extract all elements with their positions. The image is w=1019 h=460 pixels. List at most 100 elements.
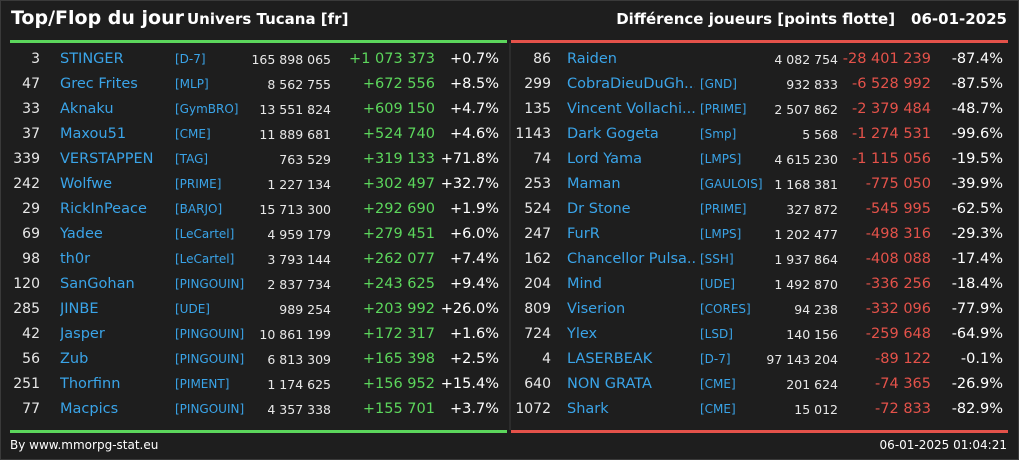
diff-cell: -72 833 xyxy=(875,401,931,417)
alliance-tag-link[interactable]: [PRIME] xyxy=(700,202,747,216)
alliance-tag-link[interactable]: [PINGOUIN] xyxy=(175,327,245,341)
percent-cell: +15.4% xyxy=(440,376,499,392)
player-name-link[interactable]: RickInPeace xyxy=(60,201,147,217)
alliance-tag-link[interactable]: [UDE] xyxy=(700,277,735,291)
rank-cell: 204 xyxy=(524,276,551,292)
percent-cell: -0.1% xyxy=(960,351,1003,367)
diff-cell: -336 256 xyxy=(865,276,931,292)
alliance-tag-link[interactable]: [LeCartel] xyxy=(175,252,235,266)
rank-cell: 3 xyxy=(31,51,40,67)
player-name-link[interactable]: Thorfinn xyxy=(60,376,121,392)
player-name-link[interactable]: FurR xyxy=(567,226,600,242)
table-row: 299 CobraDieuDuGh... [GND] 932 833 -6 528 99… xyxy=(511,72,1008,97)
player-name-link[interactable]: Shark xyxy=(567,401,609,417)
score-cell: 15 012 xyxy=(794,402,838,417)
score-cell: 1 227 134 xyxy=(267,177,331,192)
alliance-tag-link[interactable]: [PINGOUIN] xyxy=(175,352,245,366)
alliance-tag-link[interactable]: [D-7] xyxy=(700,352,731,366)
player-name-link[interactable]: Aknaku xyxy=(60,101,114,117)
percent-cell: -82.9% xyxy=(951,401,1003,417)
player-name-link[interactable]: Ylex xyxy=(567,326,598,342)
alliance-tag-link[interactable]: [D-7] xyxy=(175,52,206,66)
alliance-tag-link[interactable]: [LSD] xyxy=(700,327,733,341)
player-name-link[interactable]: Grec Frites xyxy=(60,76,138,92)
diff-cell: +524 740 xyxy=(362,126,435,142)
rank-cell: 285 xyxy=(13,301,40,317)
alliance-tag-link[interactable]: [CME] xyxy=(175,127,211,141)
alliance-tag-link[interactable]: [GAULOIS] xyxy=(700,177,763,191)
table-row: 4 LASERBEAK [D-7] 97 143 204 -89 122 -0.1% xyxy=(511,347,1008,372)
alliance-tag-link[interactable]: [PRIME] xyxy=(175,177,222,191)
alliance-tag-link[interactable]: [TAG] xyxy=(175,152,209,166)
alliance-tag-link[interactable]: [CME] xyxy=(700,402,736,416)
alliance-tag-link[interactable]: [CORES] xyxy=(700,302,751,316)
score-cell: 2 837 734 xyxy=(267,277,331,292)
percent-cell: -64.9% xyxy=(951,326,1003,342)
player-name-link[interactable]: Dr Stone xyxy=(567,201,631,217)
alliance-tag-link[interactable]: [CME] xyxy=(700,377,736,391)
diff-cell: +292 690 xyxy=(362,201,435,217)
score-cell: 932 833 xyxy=(786,77,838,92)
score-cell: 6 813 309 xyxy=(267,352,331,367)
alliance-tag-link[interactable]: [LeCartel] xyxy=(175,227,235,241)
percent-cell: +9.4% xyxy=(450,276,499,292)
diff-cell: +319 133 xyxy=(362,151,435,167)
alliance-tag-link[interactable]: [LMPS] xyxy=(700,227,742,241)
footer-credit: By www.mmorpg-stat.eu xyxy=(10,438,159,452)
table-row: 42 Jasper [PINGOUIN] 10 861 199 +172 317 +1.6… xyxy=(10,322,507,347)
player-name-link[interactable]: Zub xyxy=(60,351,89,367)
player-name-link[interactable]: Yadee xyxy=(60,226,103,242)
alliance-tag-link[interactable]: [PIMENT] xyxy=(175,377,230,391)
percent-cell: +71.8% xyxy=(440,151,499,167)
player-name-link[interactable]: NON GRATA xyxy=(567,376,652,392)
percent-cell: +6.0% xyxy=(450,226,499,242)
table-row: 253 Maman [GAULOIS] 1 168 381 -775 050 -39.9% xyxy=(511,172,1008,197)
alliance-tag-link[interactable]: [GymBRO] xyxy=(175,102,239,116)
player-name-link[interactable]: th0r xyxy=(60,251,91,267)
player-name-link[interactable]: VERSTAPPEN xyxy=(60,151,154,167)
player-name-link[interactable]: LASERBEAK xyxy=(567,351,653,367)
alliance-tag-link[interactable]: [GND] xyxy=(700,77,737,91)
diff-cell: +243 625 xyxy=(362,276,435,292)
score-cell: 201 624 xyxy=(786,377,838,392)
player-name-link[interactable]: Jasper xyxy=(60,326,105,342)
alliance-tag-link[interactable]: [PRIME] xyxy=(700,102,747,116)
table-row: 1072 Shark [CME] 15 012 -72 833 -82.9% xyxy=(511,397,1008,422)
table-row: 809 Viserion [CORES] 94 238 -332 096 -77.9% xyxy=(511,297,1008,322)
rank-cell: 120 xyxy=(13,276,40,292)
player-name-link[interactable]: JINBE xyxy=(60,301,99,317)
alliance-tag-link[interactable]: [PINGOUIN] xyxy=(175,277,245,291)
diff-cell: +279 451 xyxy=(362,226,435,242)
alliance-tag-link[interactable]: [BARJO] xyxy=(175,202,223,216)
alliance-tag-link[interactable]: [UDE] xyxy=(175,302,210,316)
player-name-link[interactable]: Macpics xyxy=(60,401,119,417)
score-cell: 10 861 199 xyxy=(259,327,331,342)
player-name-link[interactable]: Lord Yama xyxy=(567,151,642,167)
player-name-link[interactable]: STINGER xyxy=(60,51,124,67)
alliance-tag-link[interactable]: [Smp] xyxy=(700,127,737,141)
player-name-link[interactable]: Viserion xyxy=(567,301,626,317)
alliance-tag-link[interactable]: [SSH] xyxy=(700,252,734,266)
alliance-tag-link[interactable]: [MLP] xyxy=(175,77,209,91)
player-name-link[interactable]: Chancellor Pulsa... xyxy=(567,251,695,267)
player-name-link[interactable]: Maman xyxy=(567,176,621,192)
player-name-link[interactable]: Mind xyxy=(567,276,602,292)
player-name-link[interactable]: SanGohan xyxy=(60,276,135,292)
percent-cell: -26.9% xyxy=(951,376,1003,392)
player-name-link[interactable]: Vincent Vollachi... xyxy=(567,101,695,117)
diff-cell: -259 648 xyxy=(865,326,931,342)
player-name-link[interactable]: Wolfwe xyxy=(60,176,113,192)
rank-cell: 69 xyxy=(22,226,40,242)
score-cell: 763 529 xyxy=(279,152,331,167)
score-cell: 4 615 230 xyxy=(774,152,838,167)
diff-cell: -498 316 xyxy=(865,226,931,242)
player-name-link[interactable]: Raiden xyxy=(567,51,617,67)
player-name-link[interactable]: Maxou51 xyxy=(60,126,127,142)
alliance-tag-link[interactable]: [LMPS] xyxy=(700,152,742,166)
alliance-tag-link[interactable]: [PINGOUIN] xyxy=(175,402,245,416)
percent-cell: -99.6% xyxy=(951,126,1003,142)
player-name-link[interactable]: Dark Gogeta xyxy=(567,126,659,142)
score-cell: 11 889 681 xyxy=(259,127,331,142)
player-name-link[interactable]: CobraDieuDuGh... xyxy=(567,76,695,92)
table-row: 204 Mind [UDE] 1 492 870 -336 256 -18.4% xyxy=(511,272,1008,297)
